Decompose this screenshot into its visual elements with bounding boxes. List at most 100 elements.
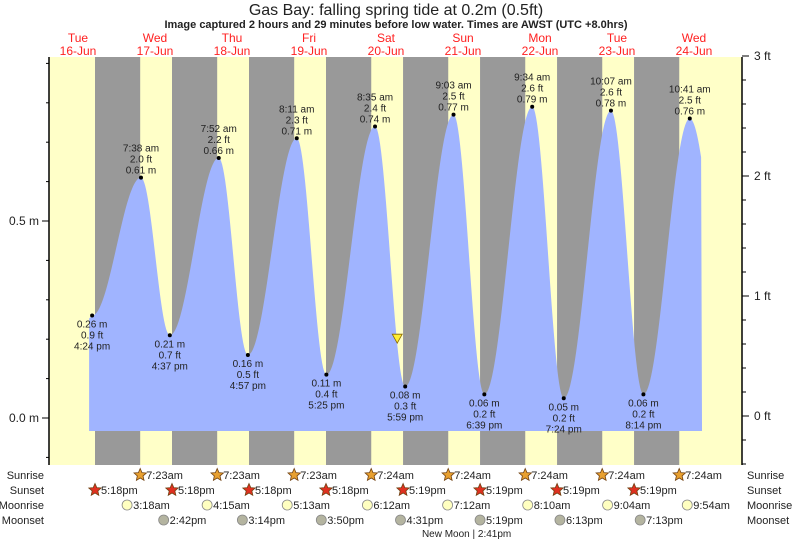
right-tick-label: 2 ft (754, 169, 771, 183)
day-of-week-label: Tue (607, 31, 628, 45)
tide-time: 8:11 am (279, 104, 314, 115)
sunrise-time: 7:23am (300, 470, 337, 482)
tide-ft: 2.3 ft (286, 115, 308, 126)
moonset-icon (395, 514, 406, 526)
sunrise-icon (210, 467, 225, 482)
tide-dot (324, 372, 329, 377)
sunset-row-label-right: Sunset (747, 485, 781, 497)
low-tide-point: 0.06 m0.2 ft6:39 pm (466, 392, 502, 431)
sunset-time: 5:18pm (255, 485, 292, 497)
tide-m: 0.78 m (596, 99, 627, 110)
high-tide-point: 10:07 am2.6 ft0.78 m (590, 77, 632, 113)
moonrise-icon (361, 499, 373, 511)
sunset-time: 5:18pm (101, 485, 138, 497)
moonrise-time: 3:18am (133, 500, 170, 512)
tide-ft: 2.2 ft (208, 135, 230, 146)
tide-m: 0.16 m (233, 359, 264, 370)
tide-dot (608, 108, 613, 113)
sunrise-icon (441, 467, 456, 482)
sunset-time: 5:18pm (178, 485, 215, 497)
day-of-week-label: Sun (452, 31, 473, 45)
left-tick-label: 0.5 m (9, 214, 39, 228)
moonset-time: 7:13pm (646, 515, 683, 527)
moonset-time: 6:13pm (566, 515, 603, 527)
axes: 0.0 m 0.5 m 0 ft 1 ft 2 ft 3 ft (9, 49, 771, 465)
day-of-week-label: Mon (528, 31, 551, 45)
sunrise-row-label-right: Sunrise (747, 470, 784, 482)
sunset-time: 5:19pm (409, 485, 446, 497)
right-tick-label: 0 ft (754, 409, 771, 423)
sunrise-event: 7:24am (441, 467, 491, 482)
date-label: 16-Jun (60, 44, 97, 58)
moonset-time: 2:42pm (170, 515, 207, 527)
date-label: 22-Jun (522, 44, 559, 58)
tide-ft: 2.5 ft (679, 96, 701, 107)
sunrise-event: 7:24am (595, 467, 645, 482)
tide-dot (373, 124, 378, 129)
tide-time: 8:14 pm (625, 420, 661, 431)
tide-ft: 2.0 ft (130, 155, 152, 166)
tide-time: 4:24 pm (74, 342, 110, 353)
tide-m: 0.74 m (360, 114, 391, 125)
tide-dot (294, 136, 299, 141)
tide-time: 10:41 am (669, 85, 711, 96)
tide-ft: 0.2 ft (473, 409, 495, 420)
moonrise-event: 5:13am (281, 499, 330, 512)
tide-m: 0.11 m (311, 379, 341, 390)
tide-time: 10:07 am (590, 77, 632, 88)
tide-time: 5:59 pm (387, 412, 423, 423)
moonrise-row-label: Moonrise (0, 500, 44, 512)
sunset-event: 5:19pm (472, 482, 523, 497)
moonrise-event: 3:18am (121, 499, 170, 512)
sunrise-icon (287, 467, 302, 482)
tide-ft: 0.4 ft (315, 390, 337, 401)
tide-ft: 0.3 ft (394, 401, 416, 412)
day-of-week-label: Thu (222, 31, 243, 45)
sunrise-event: 7:23am (133, 467, 183, 482)
chart-subtitle: Image captured 2 hours and 29 minutes be… (164, 19, 627, 31)
tide-time: 9:03 am (435, 81, 471, 92)
moonrise-event: 8:10am (522, 499, 570, 512)
moonrise-time: 7:12am (454, 500, 491, 512)
sunset-event: 5:18pm (241, 482, 292, 497)
tide-m: 0.05 m (548, 402, 579, 413)
tide-m: 0.61 m (126, 166, 157, 177)
tide-dot (561, 396, 566, 401)
moonset-row-label: Moonset (2, 515, 44, 527)
tide-ft: 2.6 ft (600, 88, 622, 99)
sunset-icon (395, 482, 411, 497)
tide-m: 0.79 m (517, 95, 548, 106)
day-of-week-label: Wed (143, 31, 167, 45)
moon-phase-label: New Moon | 2:41pm (422, 529, 511, 539)
tide-m: 0.06 m (628, 398, 659, 409)
tide-m: 0.71 m (281, 126, 312, 137)
tide-dot (530, 104, 535, 109)
sunset-row-label: Sunset (10, 485, 44, 497)
moonrise-icon (281, 499, 293, 511)
moonset-event: 6:13pm (554, 514, 603, 527)
sunrise-event: 7:24am (672, 467, 722, 482)
moonset-icon (554, 514, 566, 526)
chart-title: Gas Bay: falling spring tide at 0.2m (0.… (249, 2, 543, 19)
tide-dot (451, 112, 456, 117)
right-tick-label: 3 ft (754, 49, 771, 63)
sunset-icon (164, 482, 180, 497)
date-label: 23-Jun (599, 44, 636, 58)
high-tide-point: 9:03 am2.5 ft0.77 m (435, 81, 472, 117)
sunrise-time: 7:24am (454, 470, 491, 482)
sunset-icon (87, 482, 103, 497)
sunset-event: 5:18pm (164, 482, 215, 497)
low-tide-point: 0.06 m0.2 ft8:14 pm (625, 392, 661, 431)
moonrise-time: 6:12am (373, 500, 410, 512)
date-labels: Tue16-JunWed17-JunThu18-JunFri19-JunSat2… (60, 31, 713, 58)
tide-m: 0.21 m (155, 339, 186, 350)
tide-dot (167, 333, 172, 338)
sunset-event: 5:19pm (626, 482, 677, 497)
date-label: 24-Jun (676, 44, 713, 58)
low-tide-point: 0.16 m0.5 ft4:57 pm (230, 352, 266, 392)
sunrise-time: 7:24am (531, 470, 568, 482)
sunset-event: 5:18pm (87, 482, 138, 497)
tide-dot (482, 392, 487, 397)
tide-fill (89, 106, 703, 431)
moonrise-time: 9:54am (693, 500, 730, 512)
